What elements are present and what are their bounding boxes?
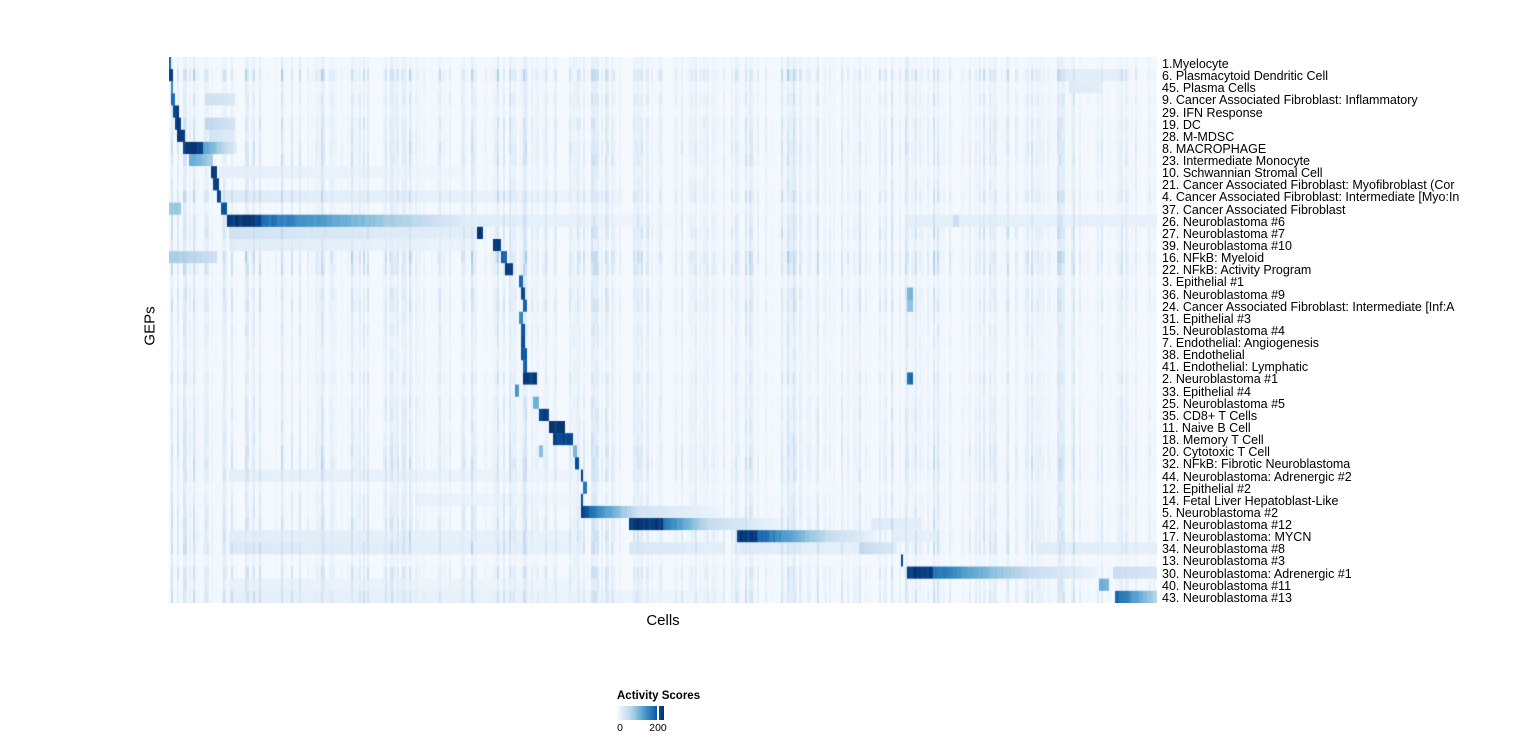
- row-label: 10. Schwannian Stromal Cell: [1162, 166, 1323, 181]
- row-label: 38. Endothelial: [1162, 348, 1245, 363]
- row-label: 7. Endothelial: Angiogenesis: [1162, 336, 1320, 351]
- row-label: 16. NFkB: Myeloid: [1162, 251, 1265, 266]
- row-label: 23. Intermediate Monocyte: [1162, 154, 1310, 169]
- row-label: 44. Neuroblastoma: Adrenergic #2: [1162, 469, 1352, 484]
- row-label: 29. IFN Response: [1162, 105, 1263, 120]
- row-label: 4. Cancer Associated Fibroblast: Interme…: [1162, 190, 1460, 205]
- row-label: 27. Neuroblastoma #7: [1162, 226, 1285, 241]
- row-label: 18. Memory T Cell: [1162, 433, 1264, 448]
- row-label: 13. Neuroblastoma #3: [1162, 554, 1285, 569]
- activity-scores-legend: Activity Scores 0 200: [617, 690, 747, 734]
- row-label: 40. Neuroblastoma #11: [1162, 578, 1292, 593]
- row-label: 32. NFkB: Fibrotic Neuroblastoma: [1162, 457, 1351, 472]
- row-label: 34. Neuroblastoma #8: [1162, 542, 1285, 557]
- row-label: 17. Neuroblastoma: MYCN: [1162, 530, 1312, 545]
- y-axis-label: GEPs: [141, 306, 159, 346]
- row-label: 39. Neuroblastoma #10: [1162, 239, 1292, 253]
- row-label: 11. Naive B Cell: [1162, 421, 1251, 435]
- row-label: 25. Neuroblastoma #5: [1162, 396, 1285, 411]
- row-label: 43. Neuroblastoma #13: [1162, 590, 1292, 605]
- row-label: 8. MACROPHAGE: [1162, 141, 1267, 156]
- row-label: 6. Plasmacytoid Dendritic Cell: [1162, 69, 1329, 84]
- row-label: 1.Myelocyte: [1162, 57, 1229, 71]
- row-label: 35. CD8+ T Cells: [1162, 408, 1258, 423]
- row-label: 36. Neuroblastoma #9: [1162, 287, 1285, 302]
- row-label: 37. Cancer Associated Fibroblast: [1162, 202, 1346, 217]
- row-label: 41. Endothelial: Lymphatic: [1162, 360, 1309, 375]
- row-label: 21. Cancer Associated Fibroblast: Myofib…: [1162, 178, 1455, 193]
- row-label: 45. Plasma Cells: [1162, 81, 1256, 96]
- row-label: 30. Neuroblastoma: Adrenergic #1: [1162, 566, 1352, 581]
- legend-max-label: 200: [649, 722, 667, 734]
- legend-tick-200: [657, 706, 659, 720]
- row-label: 33. Epithelial #4: [1162, 384, 1251, 399]
- legend-title: Activity Scores: [617, 690, 701, 702]
- row-label: 22. NFkB: Activity Program: [1162, 263, 1312, 278]
- legend-tick-labels: 0 200: [617, 722, 747, 734]
- row-label: 15. Neuroblastoma #4: [1162, 323, 1285, 338]
- row-labels: 1.Myelocyte 6. Plasmacytoid Dendritic Cel…: [1162, 57, 1540, 605]
- row-label: 26. Neuroblastoma #6: [1162, 214, 1285, 229]
- row-label: 5. Neuroblastoma #2: [1162, 505, 1279, 520]
- row-label: 12. Epithelial #2: [1162, 481, 1251, 496]
- row-label: 42. Neuroblastoma #12: [1162, 518, 1292, 533]
- row-label: 31. Epithelial #3: [1162, 311, 1251, 326]
- row-label: 9. Cancer Associated Fibroblast: Inflamm…: [1162, 93, 1418, 108]
- row-label: 14. Fetal Liver Hepatoblast-Like: [1162, 493, 1339, 508]
- row-label: 28. M-MDSC: [1162, 129, 1235, 144]
- row-label: 24. Cancer Associated Fibroblast: Interm…: [1162, 299, 1455, 314]
- legend-gradient-bar: [617, 706, 664, 720]
- row-label: 20. Cytotoxic T Cell: [1162, 445, 1270, 460]
- heatmap-canvas: [169, 57, 1157, 603]
- legend-min-label: 0: [617, 722, 623, 734]
- row-label: 2. Neuroblastoma #1: [1162, 372, 1279, 387]
- row-label: 19. DC: [1162, 117, 1201, 132]
- x-axis-label: Cells: [646, 612, 680, 629]
- row-label: 3. Epithelial #1: [1162, 275, 1245, 290]
